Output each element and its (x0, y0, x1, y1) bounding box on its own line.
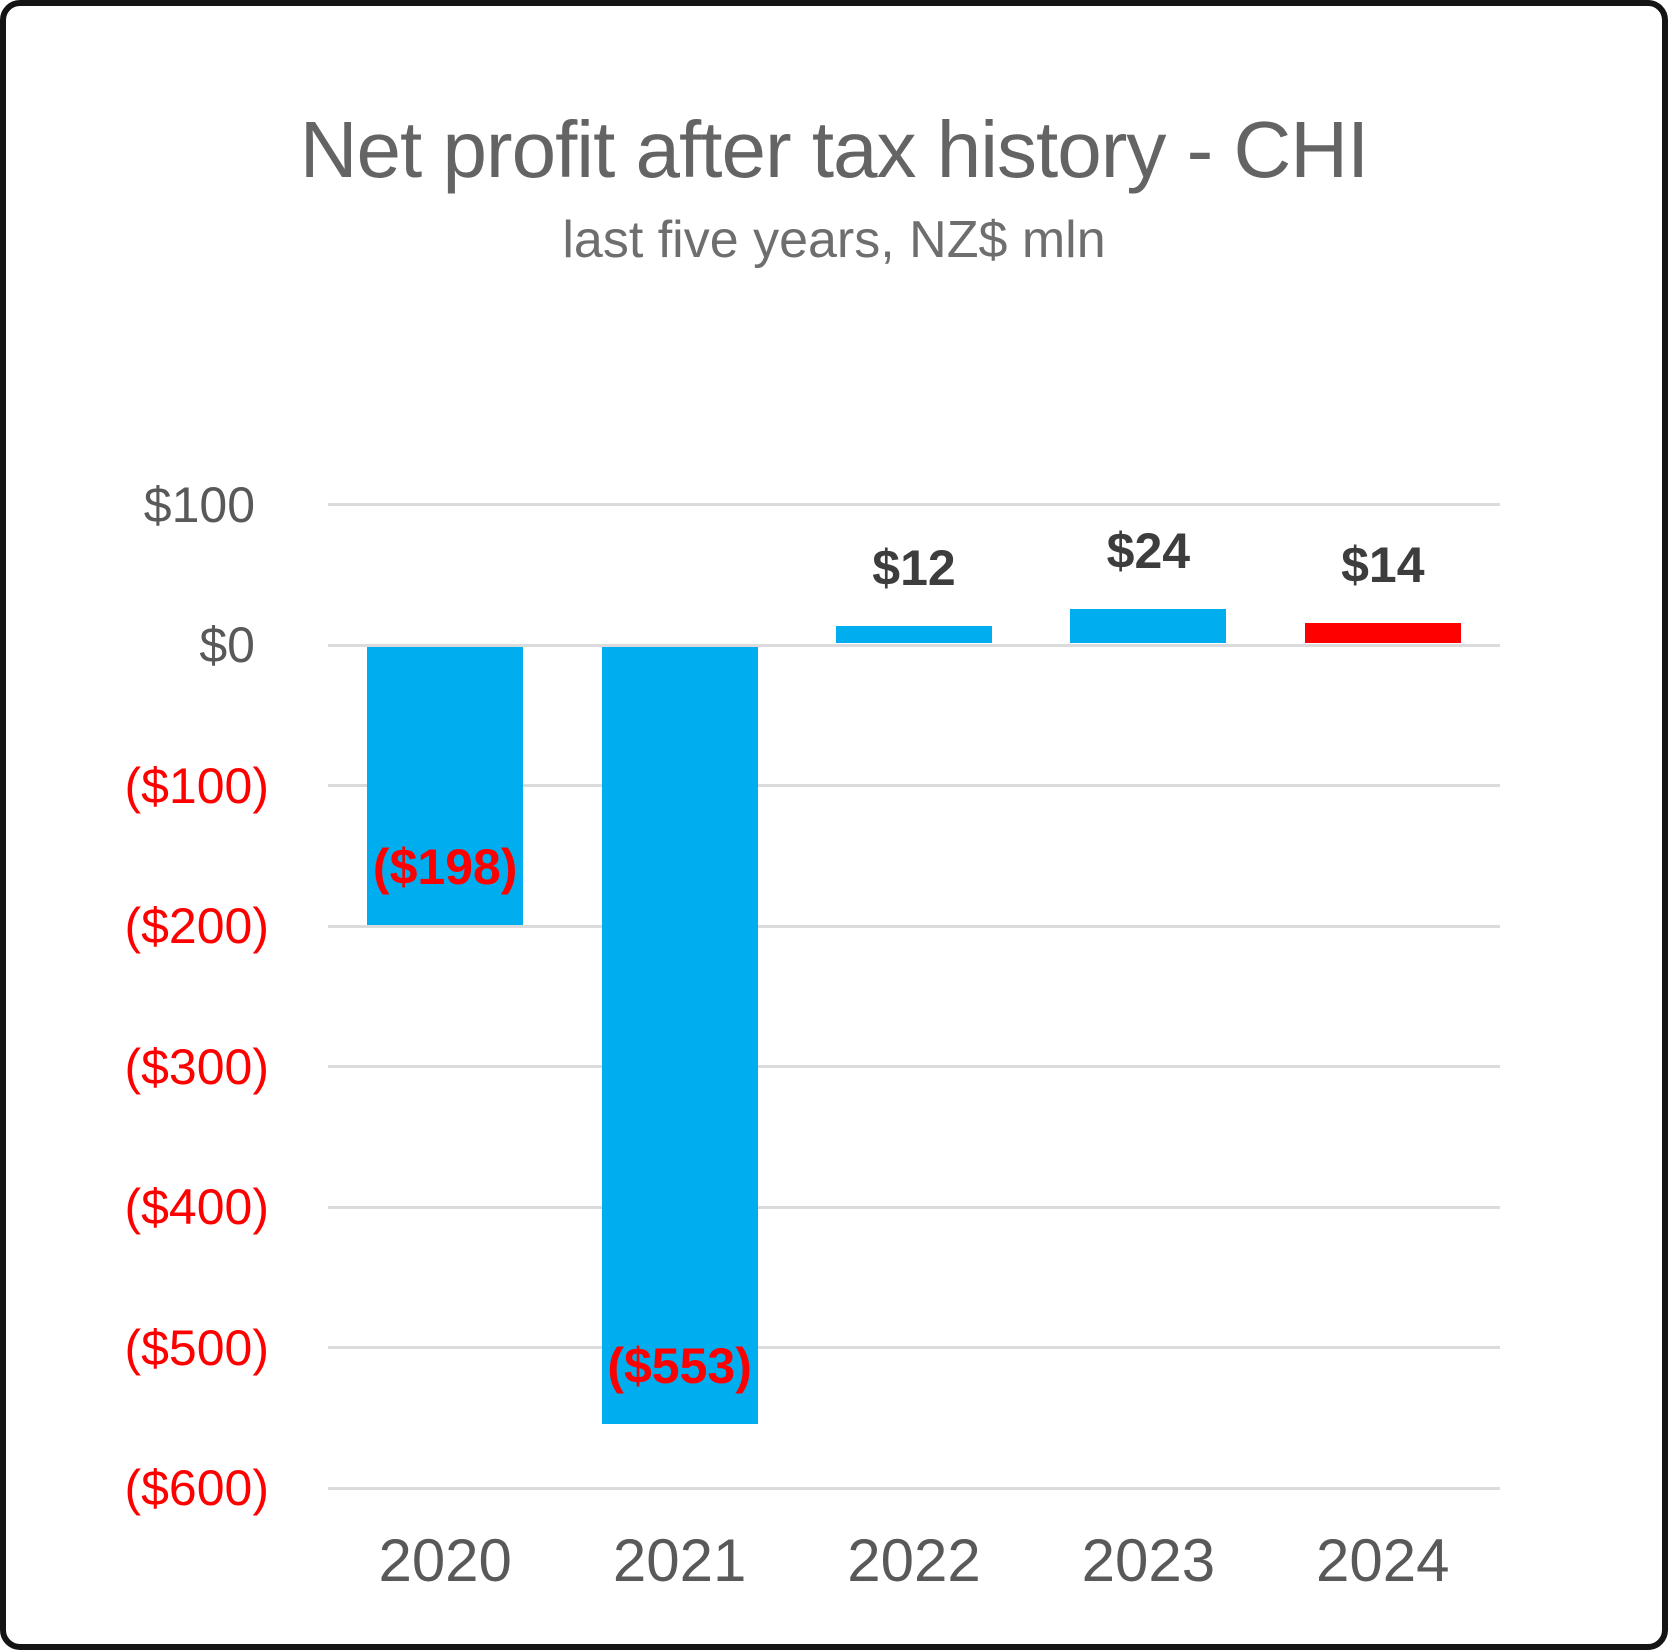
gridline (328, 1065, 1500, 1068)
x-axis-label: 2021 (612, 1527, 747, 1594)
y-axis-label: ($100) (124, 757, 269, 814)
gridline (328, 784, 1500, 787)
y-axis-label: ($500) (124, 1319, 269, 1376)
y-axis-label: $100 (143, 476, 255, 533)
y-axis-label: ($600) (124, 1460, 269, 1516)
gridline (328, 503, 1500, 506)
bar-2021 (601, 647, 758, 1424)
y-axis-label: ($300) (124, 1038, 269, 1095)
bar-2022 (836, 626, 992, 643)
chart-subtitle: last five years, NZ$ mln (562, 211, 1106, 269)
bar-value-label: ($553) (607, 1337, 752, 1394)
y-axis-label: ($200) (124, 898, 269, 954)
bar-2023 (1070, 609, 1227, 643)
x-axis-label: 2020 (378, 1527, 512, 1594)
gridline (328, 1486, 1500, 1490)
chart-title: Net profit after tax history - CHI (299, 105, 1370, 194)
bar-2024 (1304, 623, 1461, 643)
gridline (328, 1346, 1500, 1349)
bar-value-label: $12 (872, 540, 956, 597)
x-axis-label: 2022 (847, 1527, 981, 1594)
bar-value-label: ($198) (372, 839, 518, 896)
y-axis-label: ($400) (124, 1179, 269, 1235)
bar-value-label: $24 (1106, 523, 1191, 580)
x-axis-label: 2023 (1081, 1527, 1216, 1594)
gridline (328, 643, 1500, 647)
gridline (328, 1205, 1500, 1209)
y-axis-label: $0 (199, 617, 255, 673)
gridline (328, 924, 1500, 928)
bar-2020 (367, 647, 524, 926)
x-axis-label: 2024 (1316, 1527, 1450, 1594)
bar-value-label: $14 (1341, 537, 1425, 594)
